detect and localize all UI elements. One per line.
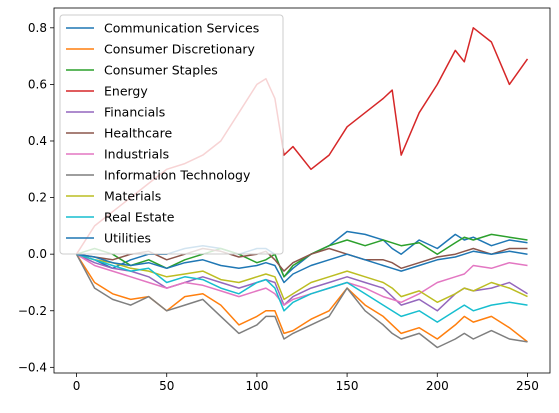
- legend-label-information-technology: Information Technology: [104, 168, 251, 183]
- legend-label-consumer-discretionary: Consumer Discretionary: [104, 42, 255, 57]
- series-line-healthcare: [76, 247, 528, 272]
- legend-box: [59, 14, 284, 255]
- x-tick-label: 200: [426, 379, 449, 393]
- series-line-real-estate: [76, 253, 528, 323]
- legend-label-consumer-staples: Consumer Staples: [104, 63, 218, 78]
- y-tick-label: 0.2: [28, 191, 47, 205]
- x-tick-label: 50: [159, 379, 174, 393]
- y-tick-label: −0.4: [18, 360, 47, 374]
- legend: Communication Services Consumer Discretio…: [59, 14, 284, 255]
- y-tick-label: 0.6: [28, 77, 47, 91]
- legend-label-financials: Financials: [104, 105, 165, 120]
- series-line-information-technology: [75, 253, 528, 349]
- series-line-utilities: [76, 250, 528, 284]
- legend-label-communication-services: Communication Services: [104, 21, 259, 36]
- x-tick-label: 0: [73, 379, 81, 393]
- x-tick-label: 150: [336, 379, 359, 393]
- y-tick-label: 0.8: [28, 21, 47, 35]
- y-tick-label: 0.4: [28, 134, 47, 148]
- legend-label-real-estate: Real Estate: [104, 210, 175, 225]
- series-line-industrials: [76, 253, 528, 306]
- plot-frame: [53, 7, 551, 374]
- axes: 0 50 100 150 200 250 −0.4 −0.2 0.0 0.2 0.4 0.6 0.8: [18, 7, 551, 393]
- legend-label-industrials: Industrials: [104, 147, 169, 162]
- legend-label-healthcare: Healthcare: [104, 126, 172, 141]
- legend-label-materials: Materials: [104, 189, 161, 204]
- series-line-materials: [76, 253, 528, 304]
- y-tick-label: 0.0: [28, 247, 47, 261]
- x-tick-label: 100: [245, 379, 268, 393]
- legend-label-energy: Energy: [104, 84, 148, 99]
- legend-label-utilities: Utilities: [104, 231, 151, 246]
- x-tick-label: 250: [516, 379, 539, 393]
- y-tick-label: −0.2: [18, 304, 47, 318]
